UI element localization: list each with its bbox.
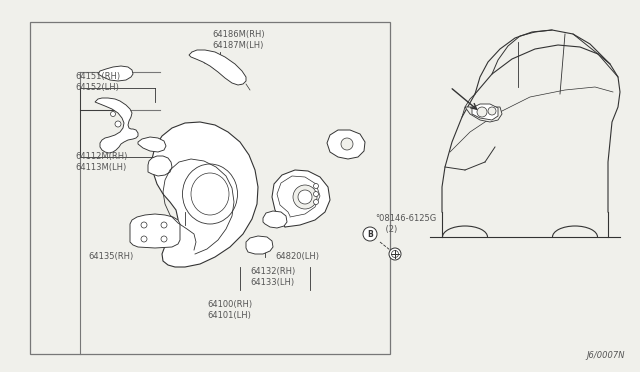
Circle shape [314,183,319,189]
Polygon shape [327,130,365,159]
Polygon shape [152,122,258,267]
Polygon shape [148,156,172,176]
Text: 64100(RH)
64101(LH): 64100(RH) 64101(LH) [207,300,252,320]
Circle shape [111,112,115,116]
Text: 64820(LH): 64820(LH) [275,253,319,262]
Circle shape [141,222,147,228]
Circle shape [488,107,496,115]
Polygon shape [465,107,502,122]
Circle shape [298,190,312,204]
Polygon shape [263,211,287,228]
Polygon shape [98,66,133,81]
Polygon shape [130,214,180,248]
Circle shape [115,121,121,127]
Text: 64132(RH)
64133(LH): 64132(RH) 64133(LH) [250,267,295,287]
Text: 64186M(RH)
64187M(LH): 64186M(RH) 64187M(LH) [212,30,264,50]
Circle shape [314,192,319,196]
Text: 64151(RH)
64152(LH): 64151(RH) 64152(LH) [75,72,120,92]
Polygon shape [30,22,390,354]
Circle shape [477,107,487,117]
Circle shape [141,236,147,242]
Text: J6/0007N: J6/0007N [586,351,625,360]
Polygon shape [138,137,166,152]
Circle shape [341,138,353,150]
Circle shape [392,250,399,257]
Circle shape [314,199,319,205]
Text: B: B [367,230,373,238]
Polygon shape [95,98,138,153]
Circle shape [363,227,377,241]
Text: 64135(RH): 64135(RH) [88,253,133,262]
Circle shape [161,222,167,228]
Circle shape [293,185,317,209]
Circle shape [389,248,401,260]
Text: 64112M(RH)
64113M(LH): 64112M(RH) 64113M(LH) [75,152,127,172]
Circle shape [161,236,167,242]
Polygon shape [189,50,246,85]
Polygon shape [472,104,498,120]
Text: °08146-6125G
    (2): °08146-6125G (2) [375,214,436,234]
Polygon shape [246,236,273,254]
Polygon shape [272,170,330,227]
